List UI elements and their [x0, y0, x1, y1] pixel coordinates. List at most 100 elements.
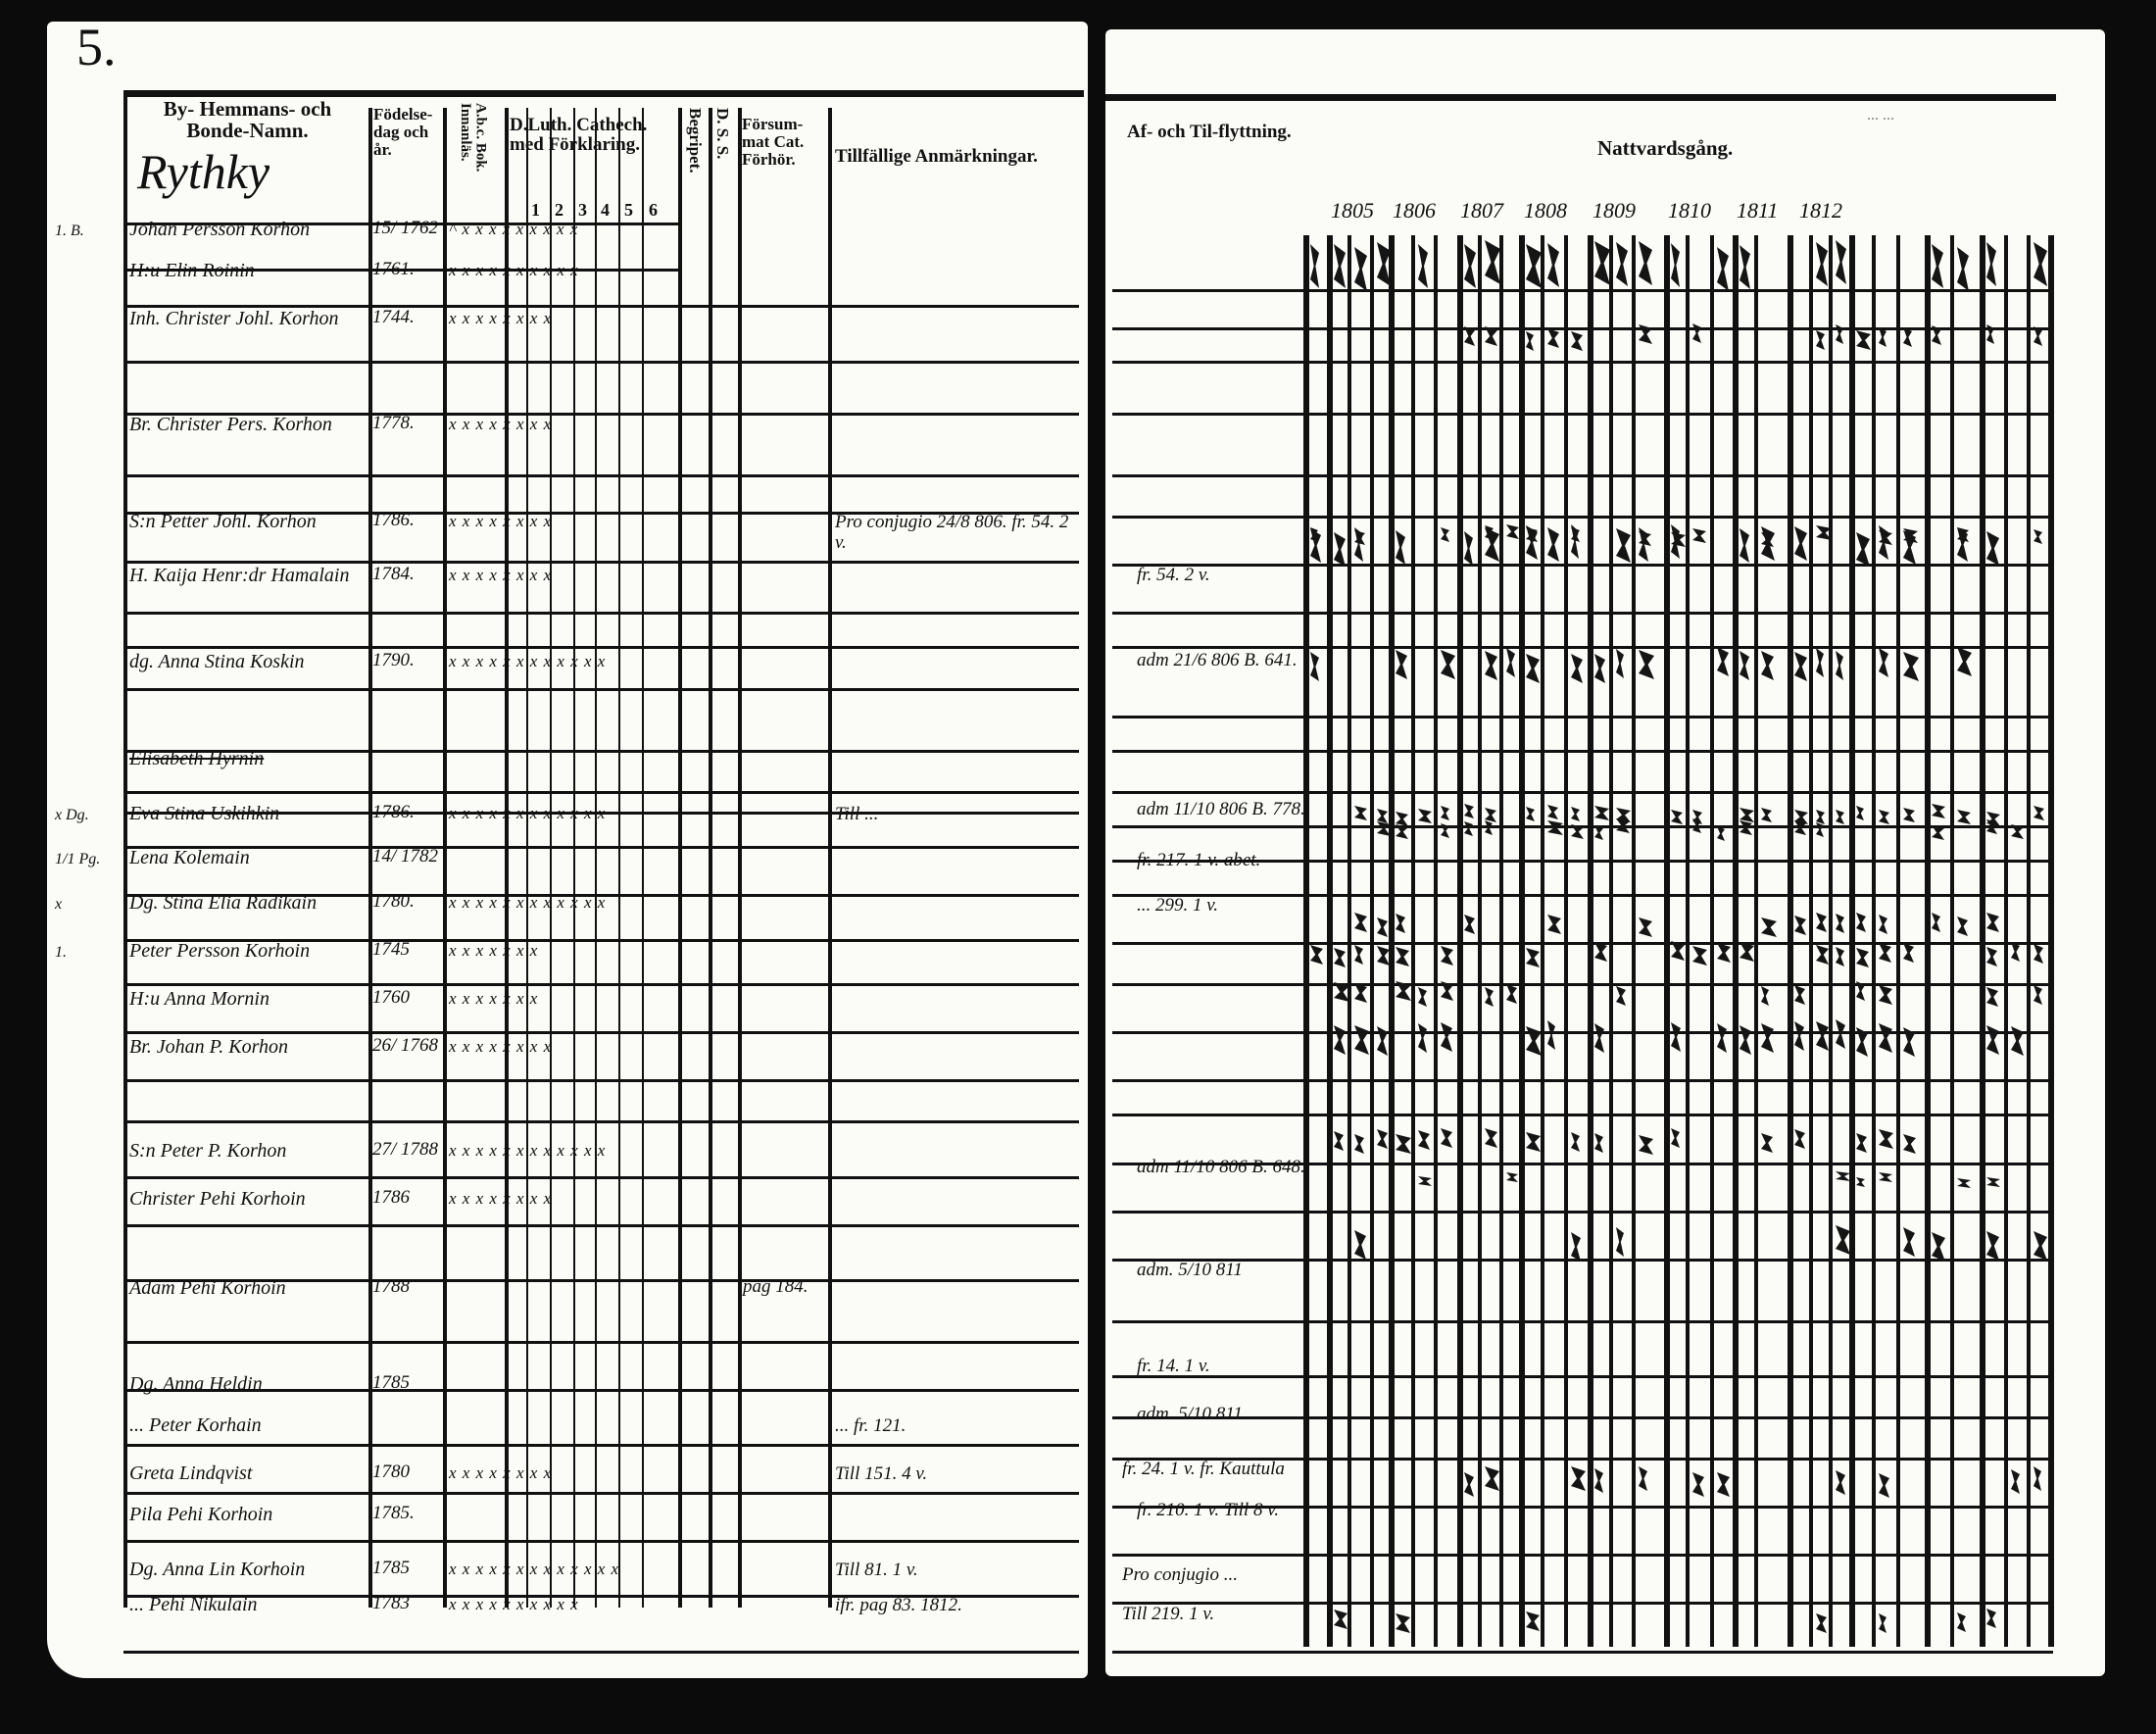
grid-divider: [1925, 235, 1931, 1647]
communion-mark: [1616, 242, 1628, 286]
entry-margin-note: 1/1 Pg.: [55, 851, 101, 867]
row-rule: [1112, 1602, 2053, 1605]
communion-mark: [1879, 1023, 1892, 1053]
communion-year: 1808: [1524, 198, 1567, 223]
communion-year: 1810: [1668, 198, 1711, 223]
communion-mark: [1464, 804, 1474, 818]
communion-mark: [1740, 820, 1752, 835]
communion-mark: [1441, 650, 1455, 679]
communion-mark: [1856, 532, 1870, 567]
row-rule: [1112, 413, 2053, 416]
row-rule: [1112, 1031, 2053, 1034]
communion-mark: [1692, 810, 1702, 824]
communion-mark: [1856, 1027, 1868, 1057]
communion-mark: [1354, 806, 1367, 820]
entry-margin-note: 1. B.: [55, 223, 84, 239]
entry-name: S:n Petter Johl. Korhon: [129, 511, 317, 532]
entry-catechism-marks: x x x x x x x x x x x x: [449, 804, 607, 822]
row-rule: [123, 561, 1079, 564]
grid-divider: [1370, 235, 1374, 1647]
communion-mark: [2034, 1466, 2041, 1491]
grid-divider: [2004, 235, 2008, 1647]
communion-mark: [1986, 913, 1999, 932]
communion-mark: [1692, 528, 1706, 543]
entry-catechism-marks: ^ x x x x x x x x x: [449, 220, 579, 238]
entry-margin-note: 1.: [55, 944, 67, 961]
entry-name: Christer Pehi Korhoin: [129, 1188, 306, 1210]
communion-mark: [1334, 1025, 1346, 1055]
communion-mark: [1639, 917, 1652, 937]
communion-mark: [1594, 942, 1607, 962]
row-rule: [1112, 791, 2053, 794]
grid-divider: [1434, 235, 1438, 1647]
entry-name: H:u Anna Mornin: [129, 988, 270, 1010]
communion-mark: [1717, 247, 1729, 291]
communion-mark: [1594, 1468, 1603, 1493]
communion-mark: [1879, 648, 1888, 677]
communion-mark: [1740, 245, 1750, 289]
communion-mark: [1310, 528, 1321, 563]
communion-mark: [2034, 985, 2042, 1005]
communion-mark: [1594, 806, 1609, 820]
grid-divider: [1348, 235, 1351, 1647]
communion-mark: [1740, 1025, 1751, 1055]
communion-mark: [1986, 987, 1998, 1007]
grid-divider: [1950, 235, 1954, 1647]
column-divider: [642, 108, 644, 1608]
entry-catechism-marks: x x x x x x x x x x x x: [449, 652, 607, 670]
communion-mark: [1377, 809, 1388, 823]
communion-mark: [1441, 1128, 1452, 1148]
communion-mark: [1932, 1232, 1945, 1262]
row-rule: [1112, 1375, 2053, 1378]
communion-mark: [1354, 945, 1363, 965]
communion-mark: [1526, 654, 1540, 683]
row-rule: [123, 612, 1079, 615]
communion-mark: [1986, 819, 1997, 834]
communion-mark: [1816, 822, 1824, 837]
grid-divider: [1519, 235, 1525, 1647]
grid-divider: [1664, 235, 1670, 1647]
grid-divider: [1609, 235, 1613, 1647]
communion-mark: [1464, 1472, 1474, 1497]
entry-birth: 1790.: [372, 650, 415, 670]
communion-mark: [1903, 652, 1919, 681]
moving-note: adm 11/10 806 B. 778.: [1137, 799, 1305, 819]
communion-mark: [1836, 1225, 1850, 1255]
header-remarks: Tillfällige Anmärkningar.: [835, 146, 1038, 167]
header-birth: Födelse-dag och år.: [373, 105, 433, 159]
communion-mark: [1903, 530, 1916, 565]
communion-mark: [1986, 1177, 2000, 1187]
moving-note: fr. 54. 2 v.: [1137, 565, 1210, 585]
row-rule: [1112, 750, 2053, 753]
row-rule: [123, 1079, 1079, 1082]
page-number: 5.: [76, 18, 117, 76]
communion-mark: [1396, 981, 1411, 1001]
grid-divider: [1632, 235, 1636, 1647]
communion-mark: [1879, 327, 1886, 347]
row-rule: [1112, 516, 2053, 519]
row-rule: [1112, 1211, 2053, 1214]
communion-mark: [1692, 323, 1701, 343]
communion-mark: [1485, 527, 1499, 562]
header-forsummat: Försum-mat Cat. Förhör.: [742, 115, 805, 169]
communion-mark: [1761, 986, 1769, 1006]
column-divider: [618, 108, 620, 1608]
row-rule: [123, 1341, 1079, 1344]
header-abc: A.b.c. Bok. Innanläs.: [457, 103, 489, 173]
row-rule: [1112, 612, 2053, 615]
communion-mark: [1547, 243, 1559, 287]
moving-note: adm. 5/10 811: [1137, 1260, 1243, 1280]
communion-mark: [1879, 943, 1891, 963]
row-rule: [1112, 564, 2053, 567]
row-rule: [123, 646, 1079, 649]
communion-mark: [1717, 1023, 1727, 1053]
catechism-col-number: 4: [601, 200, 610, 220]
entry-catechism-marks: x x x x x x x: [449, 989, 539, 1008]
row-rule: [1112, 1416, 2053, 1419]
entry-catechism-marks: x x x x x x x x: [449, 1463, 553, 1482]
communion-year: 1811: [1737, 198, 1779, 223]
communion-mark: [1692, 1472, 1704, 1497]
grid-divider: [1809, 235, 1813, 1647]
communion-mark: [1464, 244, 1476, 288]
grid-divider: [1980, 235, 1985, 1647]
